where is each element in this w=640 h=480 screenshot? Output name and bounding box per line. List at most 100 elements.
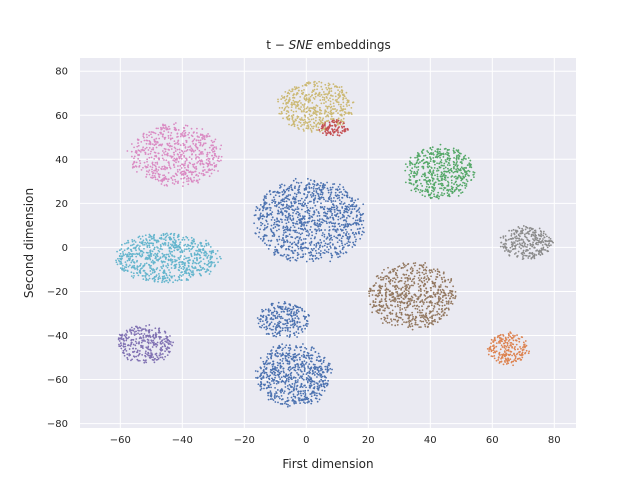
scatter-point [407,326,410,329]
scatter-point [433,193,435,196]
scatter-point [417,162,420,165]
scatter-point [345,91,348,94]
scatter-point [151,250,154,253]
scatter-point [291,88,294,91]
scatter-point [131,244,134,246]
scatter-point [169,238,172,241]
scatter-point [538,249,541,252]
scatter-point [292,179,295,182]
scatter-point [430,158,432,161]
scatter-point [265,226,268,229]
scatter-point [443,308,446,311]
scatter-point [333,131,336,134]
scatter-point [186,260,189,262]
scatter-point [300,197,303,200]
scatter-point [202,169,205,172]
scatter-point [215,147,218,150]
scatter-point [322,132,324,135]
scatter-point [162,127,164,129]
scatter-point [260,215,263,218]
scatter-point [137,332,139,335]
scatter-point [386,321,389,324]
scatter-point [289,218,292,221]
scatter-point [523,241,525,244]
scatter-point [329,193,332,196]
scatter-point [338,90,341,93]
scatter-point [446,170,448,173]
scatter-point [198,257,201,260]
scatter-point [532,231,534,234]
scatter-point [417,296,420,298]
scatter-point [313,202,315,204]
scatter-point [440,194,443,196]
scatter-point [305,224,308,227]
scatter-point [347,111,350,114]
scatter-point [202,266,204,269]
scatter-point [195,156,198,159]
scatter-point [152,342,155,345]
scatter-point [428,278,430,281]
scatter-point [153,158,156,160]
scatter-point [545,240,548,242]
scatter-point [431,320,434,323]
scatter-point [425,266,428,269]
scatter-point [130,248,132,251]
scatter-point [312,106,315,109]
scatter-point [288,89,291,92]
scatter-point [178,148,181,151]
scatter-point [327,189,330,192]
scatter-point [138,166,141,168]
scatter-point [127,258,130,260]
scatter-point [308,214,311,217]
scatter-point [282,236,284,239]
scatter-point [509,246,512,249]
scatter-point [537,253,540,255]
scatter-point [417,283,420,285]
scatter-point [143,243,146,246]
scatter-point [511,237,514,240]
scatter-point [432,172,435,174]
scatter-point [161,255,164,258]
scatter-point [385,320,387,323]
scatter-point [143,361,146,364]
scatter-point [338,183,341,186]
scatter-point [265,202,268,204]
scatter-point [354,199,357,202]
scatter-point [280,95,283,97]
scatter-point [166,276,169,279]
scatter-point [128,251,130,254]
scatter-point [304,238,307,240]
scatter-point [200,172,203,175]
scatter-point [429,300,432,303]
scatter-point [141,275,144,277]
scatter-point [425,278,428,281]
scatter-point [132,343,135,346]
scatter-point [448,159,451,162]
scatter-point [290,109,293,112]
scatter-point [424,295,427,297]
scatter-point [155,137,158,140]
scatter-point [190,134,193,137]
scatter-point [416,304,419,307]
scatter-point [431,296,434,299]
scatter-point [132,253,135,255]
scatter-point [278,107,281,109]
scatter-point [263,196,266,199]
scatter-point [264,242,266,245]
scatter-point [177,234,179,237]
scatter-point [325,115,327,118]
scatter-point [539,241,542,244]
scatter-point [526,227,529,229]
scatter-point [411,318,413,321]
scatter-point [134,253,136,256]
scatter-point [163,280,166,283]
scatter-point [319,239,322,241]
scatter-point [277,224,280,227]
scatter-point [326,222,328,225]
scatter-point [281,106,284,109]
scatter-point [194,261,197,264]
scatter-point [427,176,429,179]
scatter-point [138,333,141,336]
scatter-point [178,258,181,261]
scatter-point [192,273,195,276]
